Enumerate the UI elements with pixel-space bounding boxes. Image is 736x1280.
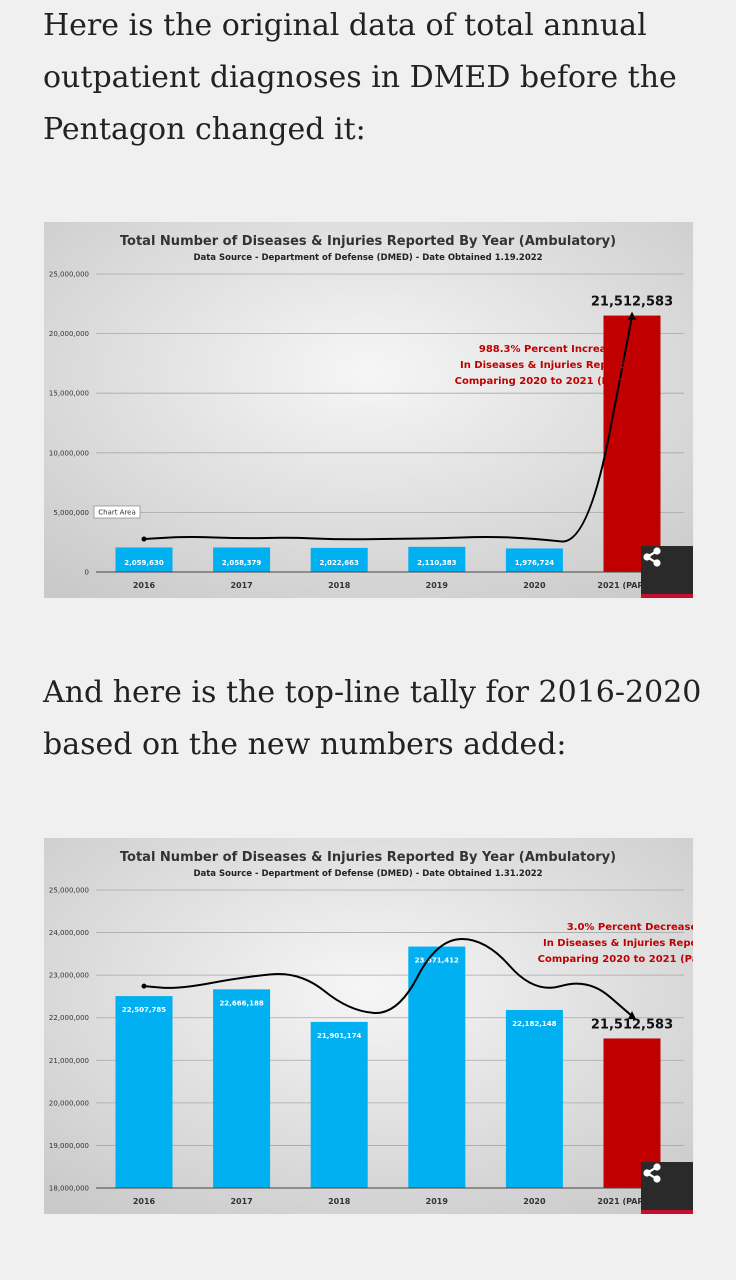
bar xyxy=(310,547,368,572)
bar xyxy=(408,546,466,572)
chart-subtitle: Data Source - Department of Defense (DME… xyxy=(193,253,542,263)
trend-curve xyxy=(143,938,633,1017)
share-button[interactable] xyxy=(641,546,693,598)
bar xyxy=(213,547,271,572)
y-tick-label: 25,000,000 xyxy=(49,271,89,279)
y-tick-label: 24,000,000 xyxy=(49,929,89,937)
y-tick-label: 10,000,000 xyxy=(49,449,89,457)
annotation-line: In Diseases & Injuries Reported xyxy=(460,360,638,371)
bar xyxy=(310,1021,368,1188)
second-paragraph: And here is the top-line tally for 2016-… xyxy=(43,675,702,762)
chart-original[interactable]: 0 5,000,000 10,000,000 15,000,000 20,000,000… xyxy=(44,222,693,598)
annotation-line: In Diseases & Injuries Reported xyxy=(543,938,693,949)
chart-title: Total Number of Diseases & Injuries Repo… xyxy=(120,850,616,865)
chart-title: Total Number of Diseases & Injuries Repo… xyxy=(120,234,616,249)
annotation-line: Comparing 2020 to 2021 (Partial) xyxy=(538,954,693,965)
intro-paragraph: Here is the original data of total annua… xyxy=(43,8,677,147)
x-tick-label: 2021 (PARTIAL) xyxy=(597,1197,666,1206)
bar xyxy=(603,315,661,572)
bar xyxy=(408,946,466,1188)
y-tick-label: 22,000,000 xyxy=(49,1014,89,1022)
chart-original-svg: 0 5,000,000 10,000,000 15,000,000 20,000,000… xyxy=(44,222,693,598)
chart-revised-svg: 18,000,000 19,000,000 20,000,000 21,000,000… xyxy=(44,838,693,1214)
data-label: 2,110,383 xyxy=(417,559,457,567)
y-tick-label: 18,000,000 xyxy=(49,1185,89,1193)
share-button[interactable] xyxy=(641,1162,693,1214)
data-label: 22,666,188 xyxy=(219,999,263,1007)
data-label: 2,058,379 xyxy=(222,559,262,567)
bar xyxy=(115,996,173,1188)
x-tick-label: 2016 xyxy=(133,581,156,590)
trend-curve xyxy=(143,316,633,543)
annotation-line: Comparing 2020 to 2021 (Partial) xyxy=(455,376,644,387)
data-label: 22,182,148 xyxy=(512,1020,556,1028)
x-tick-label: 2019 xyxy=(426,581,449,590)
x-tick-label: 2021 (PARTIAL) xyxy=(597,581,666,590)
chart-background xyxy=(44,222,693,598)
data-label: 21,512,583 xyxy=(591,1017,673,1032)
bar xyxy=(505,548,563,572)
x-tick-label: 2016 xyxy=(133,1197,156,1206)
x-tick-label: 2019 xyxy=(426,1197,449,1206)
annotation-line: 3.0% Percent Decrease xyxy=(567,922,693,933)
data-label: 1,976,724 xyxy=(515,559,555,567)
chart-revised[interactable]: 18,000,000 19,000,000 20,000,000 21,000,000… xyxy=(44,838,693,1214)
bar xyxy=(213,989,271,1188)
trend-arrowhead xyxy=(628,311,636,320)
share-icon xyxy=(643,547,661,567)
data-label: 23,671,412 xyxy=(415,957,459,965)
bar xyxy=(505,1009,563,1188)
y-tick-label: 15,000,000 xyxy=(49,390,89,398)
trend-start-dot xyxy=(141,983,147,989)
x-tick-label: 2018 xyxy=(328,581,351,590)
y-tick-label: 19,000,000 xyxy=(49,1142,89,1150)
annotation-line: 988.3% Percent Increase xyxy=(479,344,619,355)
chart-area-tooltip: Chart Area xyxy=(98,509,136,517)
share-icon xyxy=(643,1163,661,1183)
chart-area-tooltip-box xyxy=(93,505,141,519)
data-label: 2,022,663 xyxy=(319,559,359,567)
y-tick-label: 5,000,000 xyxy=(53,509,89,517)
x-tick-label: 2017 xyxy=(230,581,252,590)
y-tick-label: 21,000,000 xyxy=(49,1057,89,1065)
data-label: 21,901,174 xyxy=(317,1032,361,1040)
data-label: 2,059,630 xyxy=(124,559,164,567)
x-tick-label: 2020 xyxy=(523,1197,546,1206)
x-tick-label: 2020 xyxy=(523,581,546,590)
y-tick-label: 0 xyxy=(85,569,89,577)
x-tick-label: 2017 xyxy=(230,1197,252,1206)
trend-arrowhead xyxy=(628,1011,636,1020)
x-tick-label: 2018 xyxy=(328,1197,351,1206)
y-tick-label: 25,000,000 xyxy=(49,887,89,895)
data-label: 21,512,583 xyxy=(591,295,673,310)
y-tick-label: 20,000,000 xyxy=(49,330,89,338)
bar xyxy=(115,547,173,572)
y-tick-label: 20,000,000 xyxy=(49,1099,89,1107)
trend-start-dot xyxy=(141,536,147,542)
y-tick-label: 23,000,000 xyxy=(49,972,89,980)
chart-subtitle: Data Source - Department of Defense (DME… xyxy=(193,869,542,879)
data-label: 22,507,785 xyxy=(122,1006,166,1014)
